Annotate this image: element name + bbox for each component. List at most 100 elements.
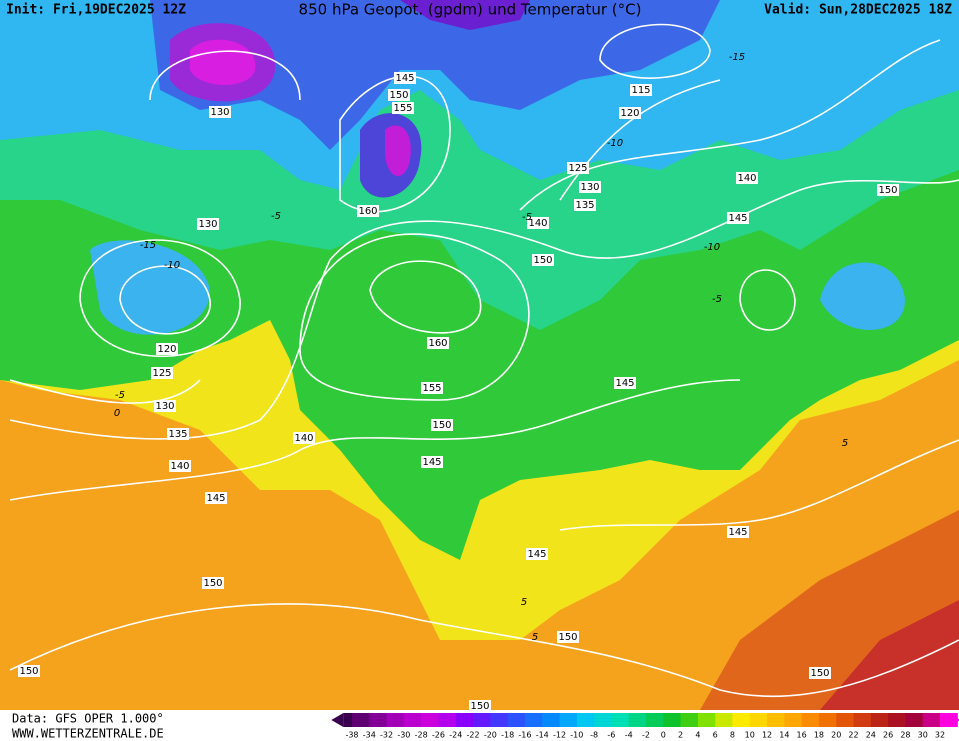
legend-swatch [369, 713, 388, 727]
geopotential-label: 150 [810, 668, 829, 679]
geopotential-label: 145 [728, 213, 747, 224]
label-box [197, 218, 219, 230]
label-box [526, 548, 548, 560]
geopotential-label: 140 [294, 433, 313, 444]
legend-label: 32 [935, 731, 945, 740]
label-box [614, 377, 636, 389]
legend-label: -20 [484, 731, 497, 740]
legend-swatch [559, 713, 578, 727]
legend-label: -26 [432, 731, 445, 740]
geopotential-label: 145 [206, 493, 225, 504]
legend-arrow-low [331, 713, 344, 727]
legend-label: 30 [918, 731, 928, 740]
frigid-field [150, 0, 720, 150]
geopotential-label: 135 [575, 200, 594, 211]
geopotential-label: 130 [155, 401, 174, 412]
legend-arrow-high [948, 713, 959, 727]
legend-swatch [524, 713, 543, 727]
legend-label: 8 [730, 731, 735, 740]
label-box [388, 89, 410, 101]
legend-label: -2 [642, 731, 650, 740]
legend-swatch [818, 713, 837, 727]
label-box [293, 432, 315, 444]
legend-label: -8 [590, 731, 598, 740]
label-box [809, 667, 831, 679]
legend-swatch [611, 713, 630, 727]
legend-swatch [680, 713, 699, 727]
label-box [156, 343, 178, 355]
temperature-label: -15 [729, 52, 745, 63]
label-box [154, 400, 176, 412]
legend-swatch [784, 713, 803, 727]
geopotential-label: 155 [393, 103, 412, 114]
cold-pool [820, 262, 905, 330]
legend-swatch [473, 713, 491, 727]
legend-swatch [905, 713, 924, 727]
legend-label: 18 [814, 731, 824, 740]
legend-label: -22 [467, 731, 480, 740]
legend-label: -10 [570, 731, 583, 740]
legend-label: -38 [345, 731, 358, 740]
label-box [357, 205, 379, 217]
legend-label: 26 [883, 731, 893, 740]
legend-label: -24 [449, 731, 462, 740]
geopotential-label: 125 [568, 163, 587, 174]
legend-label: 20 [831, 731, 841, 740]
temperature-label: 5 [842, 438, 848, 449]
label-box [727, 526, 749, 538]
geopotential-label: 115 [631, 85, 650, 96]
geopotential-label: 160 [428, 338, 447, 349]
legend-swatch [767, 713, 785, 727]
geopotential-label: 160 [358, 206, 377, 217]
legend-label: 28 [900, 731, 910, 740]
legend-label: 22 [848, 731, 858, 740]
geopotential-label: 145 [728, 527, 747, 538]
label-box [394, 72, 416, 84]
legend-label: 4 [695, 731, 700, 740]
legend-swatch [853, 713, 872, 727]
geopotential-label: 140 [737, 173, 756, 184]
legend-label: 12 [762, 731, 772, 740]
legend-label: -12 [553, 731, 566, 740]
label-box [167, 428, 189, 440]
geopotential-label: 140 [528, 218, 547, 229]
contour-labels: 145 150 155 130 115 120 125 130 135 140 140 145 150 1… [18, 52, 899, 712]
legend-swatch [663, 713, 682, 727]
label-box [727, 212, 749, 224]
geopotential-label: 150 [533, 255, 552, 266]
init-time: Init: Fri,19DEC2025 12Z [6, 3, 186, 18]
legend-label: 10 [745, 731, 755, 740]
legend-swatch [646, 713, 664, 727]
legend-label: -14 [536, 731, 549, 740]
temperature-label: -10 [704, 242, 720, 253]
legend-label: -18 [501, 731, 514, 740]
legend-swatch [749, 713, 768, 727]
temperature-label: 0 [114, 408, 120, 419]
warm-field-2 [700, 510, 959, 710]
geopotential-label: 150 [389, 90, 408, 101]
label-box [877, 184, 899, 196]
geopotential-label: 150 [470, 701, 489, 712]
legend-swatch [576, 713, 595, 727]
map-area [0, 0, 959, 710]
legend-swatch [403, 713, 422, 727]
label-box [431, 419, 453, 431]
label-box [557, 631, 579, 643]
geopotential-label: 130 [210, 107, 229, 118]
temperature-label: 5 [521, 597, 527, 608]
legend-swatch [836, 713, 855, 727]
legend-label: 24 [866, 731, 876, 740]
legend-swatch [801, 713, 820, 727]
geopotential-label: 150 [19, 666, 38, 677]
legend-label: 14 [779, 731, 789, 740]
legend-label: -16 [518, 731, 531, 740]
label-box [619, 107, 641, 119]
geopotential-label: 150 [558, 632, 577, 643]
label-box [736, 172, 758, 184]
legend-label: -34 [363, 731, 376, 740]
legend-swatch [594, 713, 612, 727]
temperature-label: -10 [164, 260, 180, 271]
legend-swatch [507, 713, 526, 727]
legend-swatch [732, 713, 751, 727]
